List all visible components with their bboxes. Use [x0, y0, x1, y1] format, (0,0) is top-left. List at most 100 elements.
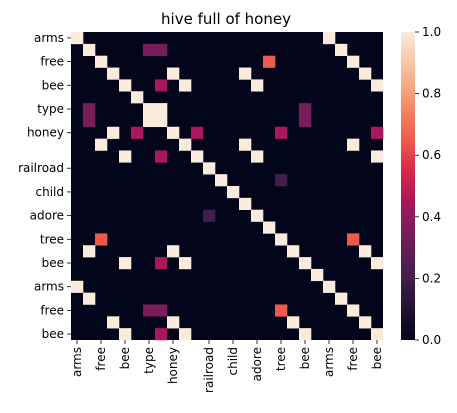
heatmap-cell — [335, 43, 348, 56]
heatmap-cell — [239, 197, 252, 210]
x-tick-label: arms — [322, 347, 336, 377]
y-tick-label: child — [36, 185, 65, 199]
heatmap-cell — [119, 79, 132, 92]
colorbar-tick-label: 0.6 — [422, 148, 441, 162]
heatmap-cell — [371, 328, 384, 341]
heatmap-cell — [299, 257, 312, 270]
y-tick-label: bee — [42, 78, 64, 92]
heatmap-cell — [227, 186, 240, 199]
heatmap-cell — [371, 150, 384, 163]
heatmap-cell — [263, 55, 276, 68]
heatmap-cell — [299, 328, 312, 341]
y-tick-label: tree — [40, 232, 64, 246]
heatmap-cell — [155, 43, 168, 56]
heatmap-cell — [203, 209, 216, 222]
y-tick-label: arms — [34, 280, 64, 294]
heatmap-cell — [275, 233, 288, 246]
x-tick-label: railroad — [202, 347, 216, 393]
heatmap-cell — [179, 257, 192, 270]
heatmap-cell — [119, 150, 132, 163]
heatmap-cell — [143, 103, 156, 116]
heatmap-cell — [275, 174, 288, 187]
heatmap-cell — [275, 304, 288, 317]
chart-title: hive full of honey — [161, 10, 291, 28]
heatmap-cell — [191, 126, 204, 139]
heatmap-cell — [167, 245, 180, 258]
x-axis-ticks: arms free bee type honey railroad child adore tr… — [70, 340, 384, 393]
heatmap-cell — [107, 316, 120, 329]
heatmap-cell — [95, 233, 108, 246]
heatmap-cell — [155, 257, 168, 270]
heatmap-cell — [119, 257, 132, 270]
y-tick-label: free — [40, 303, 64, 317]
heatmap-cell — [131, 126, 144, 139]
heatmap-cell — [299, 103, 312, 116]
heatmap-cell — [83, 43, 96, 56]
heatmap-cell — [143, 114, 156, 128]
heatmap-cell — [251, 209, 264, 222]
heatmap-cell — [131, 91, 144, 104]
heatmap-cell — [347, 55, 360, 68]
x-tick-label: honey — [166, 347, 180, 384]
heatmap-cell — [95, 55, 108, 68]
y-tick-label: bee — [42, 327, 64, 341]
heatmap-cell — [155, 103, 168, 116]
heatmap-cell — [275, 126, 288, 139]
y-tick-label: type — [37, 102, 64, 116]
y-axis-ticks: arms free bee type honey railroad child adore tr… — [18, 31, 71, 341]
heatmap-cell — [71, 280, 84, 293]
heatmap-cell — [179, 328, 192, 341]
y-tick-label: railroad — [18, 161, 64, 175]
y-tick-label: honey — [27, 126, 64, 140]
x-tick-label: free — [346, 347, 360, 371]
x-tick-label: bee — [118, 347, 132, 369]
heatmap-cell — [287, 316, 300, 329]
colorbar-tick-label: 1.0 — [422, 25, 441, 39]
colorbar — [401, 32, 415, 340]
heatmap-cell — [323, 280, 336, 293]
colorbar-ticks: 0.0 0.2 0.4 0.6 0.8 1.0 — [415, 25, 441, 347]
heatmap-cell — [83, 114, 96, 128]
heatmap-cell — [155, 328, 168, 341]
heatmap-cell — [83, 292, 96, 305]
heatmap-cell — [143, 43, 156, 56]
x-tick-label: type — [142, 347, 156, 374]
heatmap-cell — [311, 268, 324, 282]
heatmap-cell — [155, 79, 168, 92]
heatmap-cell — [263, 221, 276, 234]
heatmap-cell — [179, 79, 192, 92]
heatmap-cell — [95, 138, 108, 151]
heatmap-cell — [119, 328, 132, 341]
x-tick-label: adore — [250, 347, 264, 381]
heatmap-cell — [83, 103, 96, 116]
heatmap-cell — [167, 67, 180, 80]
heatmap-cell — [203, 162, 216, 175]
heatmap-cell — [359, 316, 372, 329]
heatmap-cell — [167, 126, 180, 139]
x-tick-label: arms — [70, 347, 84, 377]
heatmap-cell — [179, 138, 192, 151]
colorbar-tick-label: 0.4 — [422, 210, 441, 224]
heatmap-cell — [287, 245, 300, 258]
heatmap-cells — [71, 32, 384, 341]
heatmap-cell — [167, 316, 180, 329]
colorbar-tick-label: 0.8 — [422, 87, 441, 101]
x-tick-label: bee — [298, 347, 312, 369]
heatmap-cell — [323, 32, 336, 45]
x-tick-label: tree — [274, 347, 288, 371]
heatmap-cell — [347, 304, 360, 317]
heatmap-cell — [107, 126, 120, 139]
heatmap-cell — [83, 245, 96, 258]
heatmap-cell — [347, 233, 360, 246]
heatmap-cell — [359, 67, 372, 80]
heatmap-cell — [107, 67, 120, 80]
colorbar-tick-label: 0.2 — [422, 271, 441, 285]
heatmap-cell — [239, 67, 252, 80]
heatmap-cell — [155, 150, 168, 163]
heatmap-cell — [371, 79, 384, 92]
x-tick-label: free — [94, 347, 108, 371]
heatmap-cell — [239, 138, 252, 151]
heatmap-cell — [251, 79, 264, 92]
heatmap-cell — [71, 32, 84, 45]
